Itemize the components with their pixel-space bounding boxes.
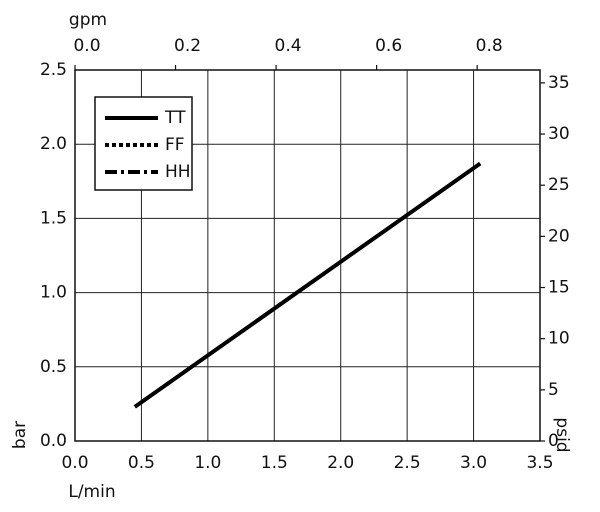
y-tick-label: 1.0 [40,283,67,303]
legend-label: HH [165,162,191,182]
plot-frame [74,69,541,442]
data-line [133,161,482,409]
legend-label: TT [164,108,186,128]
y2-tick-label: 20 [548,226,570,246]
y2-tick-label: 15 [548,278,570,298]
y2-axis-label: psid [552,417,572,452]
y2-tick-label: 5 [548,380,559,400]
x-tick-label: 2.5 [394,453,421,473]
x-tick-label: 0.5 [128,453,155,473]
x-tick-label: 1.0 [194,453,221,473]
x2-axis-label: gpm [69,10,107,30]
x-tick-label: 3.5 [526,453,553,473]
x-axis-label: L/min [68,482,115,502]
x2-tick-label: 0.8 [476,36,503,56]
x2-tick-label: 0.6 [375,36,402,56]
y2-tick-label: 25 [548,175,570,195]
y2-tick-label: 30 [548,124,570,144]
y-tick-label: 2.0 [40,134,67,154]
y-tick-label: 1.5 [40,208,67,228]
y-tick-label: 0.0 [40,431,67,451]
x2-tick-label: 0.0 [73,36,100,56]
x-tick-label: 2.0 [327,453,354,473]
x-tick-label: 0.0 [61,453,88,473]
x2-tick-label: 0.4 [275,36,302,56]
legend-label: FF [165,135,185,155]
y-axis-label: bar [10,421,30,449]
x-tick-label: 3.0 [460,453,487,473]
x2-tick-label: 0.2 [174,36,201,56]
y-tick-label: 0.5 [40,357,67,377]
y2-tick-label: 0 [548,431,559,451]
x-tick-label: 1.5 [261,453,288,473]
y2-tick-label: 35 [548,73,570,93]
y2-tick-label: 10 [548,329,570,349]
y-tick-label: 2.5 [40,60,67,80]
